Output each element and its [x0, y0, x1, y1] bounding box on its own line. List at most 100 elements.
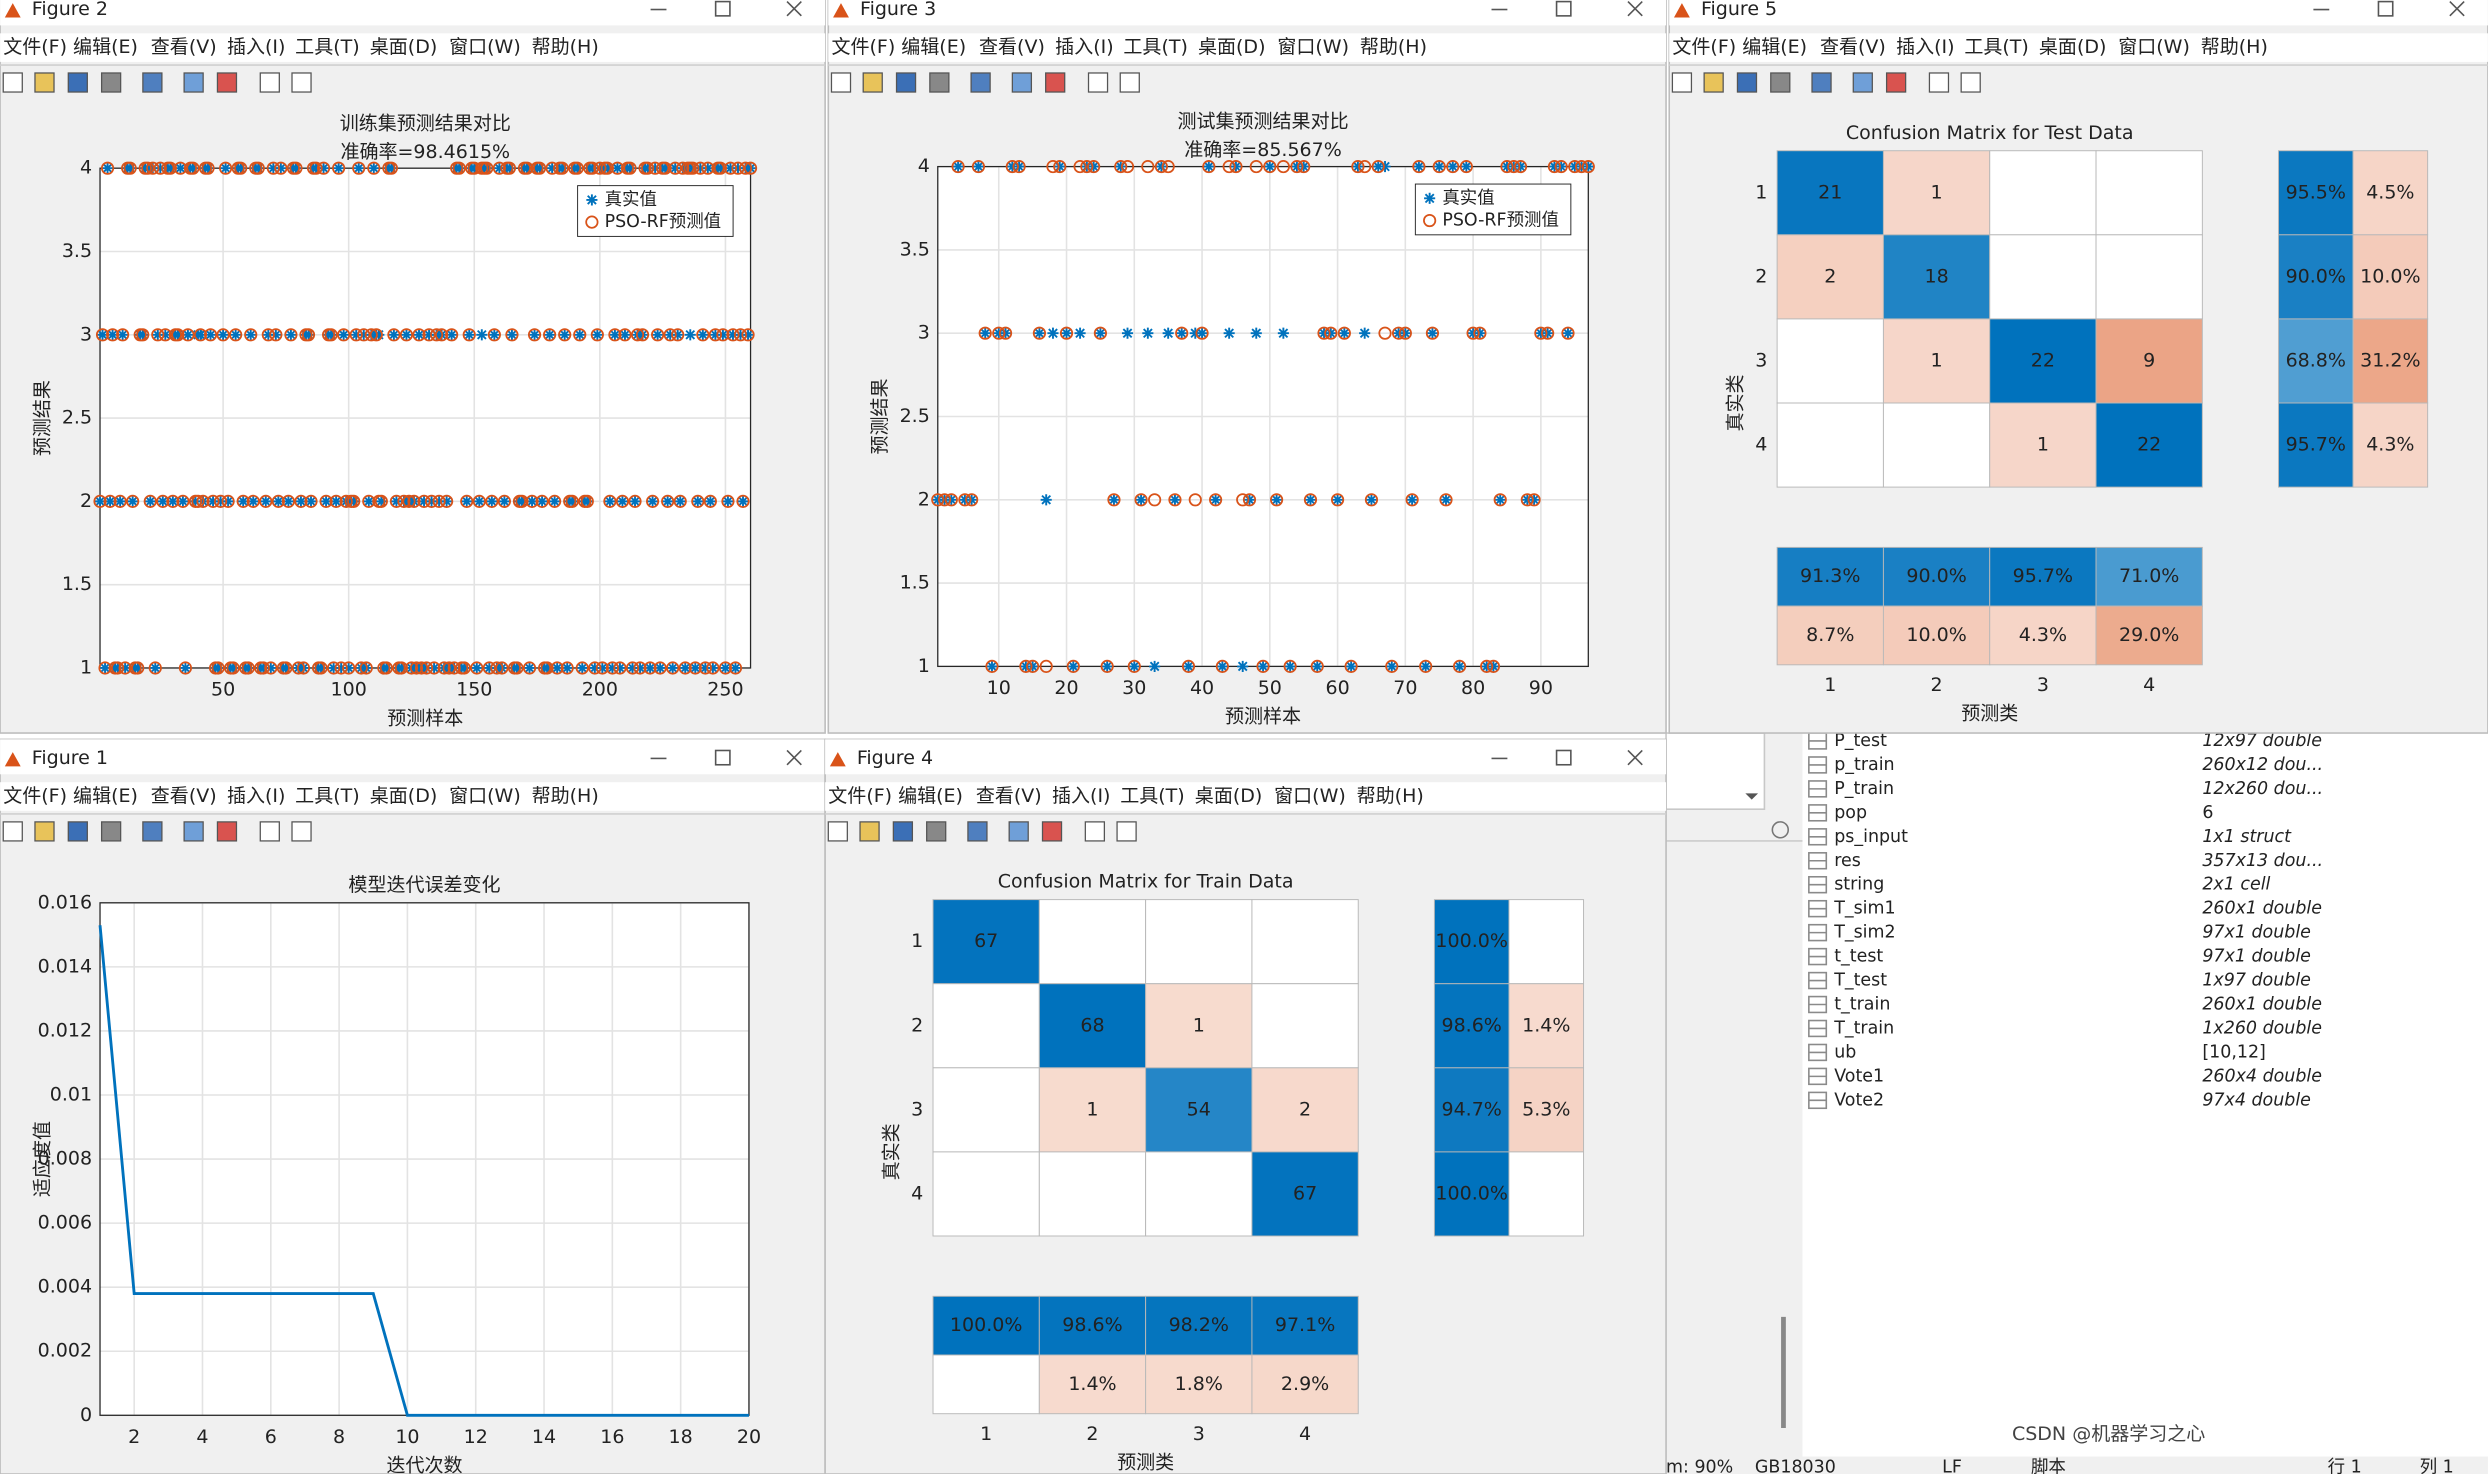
toolbar-button[interactable]: [183, 821, 204, 842]
toolbar-button[interactable]: [259, 72, 280, 93]
toolbar-button[interactable]: [1770, 72, 1791, 93]
menu-item[interactable]: 编辑(E): [898, 785, 963, 807]
toolbar-button[interactable]: [100, 72, 122, 93]
collapse-button[interactable]: [1771, 821, 1790, 839]
toolbar-button[interactable]: [1960, 72, 1981, 93]
variable-name[interactable]: P_train: [1834, 779, 1894, 799]
menu-item[interactable]: 窗口(W): [1277, 36, 1349, 58]
toolbar-button[interactable]: [1885, 72, 1907, 93]
variable-name[interactable]: T_sim1: [1833, 899, 1895, 919]
variable-name[interactable]: Vote1: [1834, 1066, 1884, 1086]
variable-name[interactable]: T_train: [1833, 1018, 1894, 1038]
menu-item[interactable]: 编辑(E): [901, 36, 966, 58]
toolbar-button[interactable]: [67, 72, 88, 93]
variable-name[interactable]: ps_input: [1834, 827, 1908, 847]
variable-name[interactable]: t_test: [1834, 947, 1883, 967]
toolbar-button[interactable]: [1852, 72, 1873, 93]
menu-item[interactable]: 帮助(H): [1360, 36, 1427, 58]
toolbar-button[interactable]: [183, 72, 204, 93]
variable-name[interactable]: ub: [1834, 1042, 1856, 1062]
toolbar-button[interactable]: [926, 821, 947, 842]
menu-item[interactable]: 窗口(W): [2118, 36, 2190, 58]
toolbar-button[interactable]: [2, 72, 23, 93]
toolbar-button[interactable]: [100, 821, 122, 842]
variable-name[interactable]: T_test: [1833, 971, 1887, 991]
toolbar-button[interactable]: [1045, 72, 1066, 93]
menu-item[interactable]: 桌面(D): [1198, 36, 1266, 58]
menu-item[interactable]: 插入(I): [1055, 36, 1113, 58]
menu-item[interactable]: 查看(V): [976, 785, 1042, 807]
menu-item[interactable]: 编辑(E): [73, 785, 138, 807]
toolbar-button[interactable]: [142, 72, 163, 93]
toolbar-button[interactable]: [1811, 72, 1832, 93]
variable-name[interactable]: pop: [1834, 803, 1867, 823]
variable-name[interactable]: t_train: [1834, 995, 1890, 1015]
menu-item[interactable]: 查看(V): [151, 785, 217, 807]
menu-item[interactable]: 文件(F): [3, 36, 67, 58]
toolbar-button[interactable]: [216, 72, 238, 93]
menu-item[interactable]: 桌面(D): [370, 36, 438, 58]
toolbar-button[interactable]: [1041, 821, 1063, 842]
menu-item[interactable]: 插入(I): [1896, 36, 1954, 58]
menu-item[interactable]: 帮助(H): [532, 785, 599, 807]
menu-item[interactable]: 插入(I): [1052, 785, 1110, 807]
variable-name[interactable]: string: [1834, 875, 1884, 895]
variable-name[interactable]: T_sim2: [1833, 923, 1895, 943]
menu-item[interactable]: 窗口(W): [449, 36, 521, 58]
maximize-button[interactable]: [2377, 0, 2394, 17]
close-button[interactable]: [1627, 749, 1643, 766]
menu-item[interactable]: 文件(F): [831, 36, 895, 58]
toolbar-button[interactable]: [970, 72, 991, 93]
menu-item[interactable]: 帮助(H): [1357, 785, 1424, 807]
menu-item[interactable]: 工具(T): [1123, 36, 1187, 58]
variable-name[interactable]: P_test: [1834, 731, 1887, 751]
toolbar-button[interactable]: [827, 821, 848, 842]
menu-item[interactable]: 插入(I): [227, 785, 285, 807]
menu-item[interactable]: 插入(I): [227, 36, 285, 58]
menu-item[interactable]: 编辑(E): [1742, 36, 1807, 58]
toolbar-button[interactable]: [929, 72, 950, 93]
toolbar-button[interactable]: [859, 821, 880, 842]
close-button[interactable]: [1627, 1, 1643, 17]
menu-item[interactable]: 帮助(H): [532, 36, 599, 58]
toolbar-button[interactable]: [830, 72, 852, 93]
menu-item[interactable]: 查看(V): [1820, 36, 1886, 58]
toolbar-button[interactable]: [259, 821, 280, 842]
close-button[interactable]: [2449, 1, 2465, 17]
menu-item[interactable]: 文件(F): [3, 785, 67, 807]
menu-item[interactable]: 窗口(W): [449, 785, 521, 807]
maximize-button[interactable]: [714, 0, 731, 17]
maximize-button[interactable]: [1555, 0, 1572, 17]
variable-name[interactable]: Vote2: [1834, 1090, 1884, 1110]
menu-item[interactable]: 工具(T): [295, 36, 359, 58]
menu-item[interactable]: 工具(T): [1120, 785, 1184, 807]
menu-item[interactable]: 桌面(D): [1195, 785, 1263, 807]
menu-item[interactable]: 查看(V): [979, 36, 1045, 58]
menu-item[interactable]: 桌面(D): [370, 785, 438, 807]
toolbar-button[interactable]: [2, 821, 23, 842]
toolbar-button[interactable]: [142, 821, 163, 842]
toolbar-button[interactable]: [216, 821, 238, 842]
toolbar-button[interactable]: [34, 821, 55, 842]
menu-item[interactable]: 窗口(W): [1274, 785, 1346, 807]
toolbar-button[interactable]: [1084, 821, 1106, 842]
menu-item[interactable]: 文件(F): [828, 785, 892, 807]
menu-item[interactable]: 工具(T): [295, 785, 359, 807]
toolbar-button[interactable]: [1736, 72, 1758, 93]
menu-item[interactable]: 帮助(H): [2201, 36, 2268, 58]
toolbar-button[interactable]: [1119, 72, 1140, 93]
toolbar-button[interactable]: [1703, 72, 1724, 93]
menu-item[interactable]: 编辑(E): [73, 36, 138, 58]
toolbar-button[interactable]: [291, 72, 312, 93]
variable-name[interactable]: p_train: [1834, 755, 1894, 775]
toolbar-button[interactable]: [892, 821, 914, 842]
maximize-button[interactable]: [1555, 749, 1572, 766]
toolbar-button[interactable]: [862, 72, 883, 93]
menu-item[interactable]: 查看(V): [151, 36, 217, 58]
menu-item[interactable]: 文件(F): [1672, 36, 1736, 58]
toolbar-button[interactable]: [967, 821, 988, 842]
toolbar-button[interactable]: [1008, 821, 1029, 842]
toolbar-button[interactable]: [1928, 72, 1950, 93]
close-button[interactable]: [786, 749, 802, 766]
toolbar-button[interactable]: [34, 72, 55, 93]
